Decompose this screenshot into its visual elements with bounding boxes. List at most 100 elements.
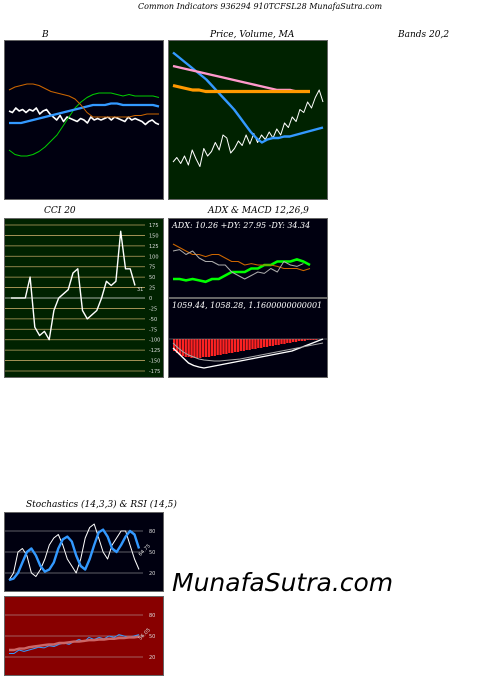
- macd-histogram-bar: [254, 339, 257, 349]
- macd-histogram-bar: [294, 339, 298, 342]
- macd-histogram-bar: [280, 339, 283, 344]
- cci-tick-label: 125: [149, 244, 159, 250]
- macd-panel: 1059.44, 1058.28, 1.1600000000001: [168, 298, 328, 378]
- adx-label: ADX & MACD 12,26,9: [208, 206, 309, 216]
- macd-histogram-bar: [213, 339, 216, 356]
- macd-histogram-bar: [187, 339, 190, 357]
- cci-series-0-line: [11, 230, 136, 341]
- bollinger-series-3-line: [8, 83, 159, 118]
- macd-histogram-bar: [204, 339, 208, 357]
- macd-histogram-bar: [193, 339, 196, 358]
- cci-tick-label: 50: [149, 275, 155, 281]
- macd-histogram-bar: [268, 339, 272, 346]
- cci-tick-label: -75: [149, 327, 157, 333]
- chart-header-title: Common Indicators 936294 910TCFSL28 Muna…: [138, 2, 383, 11]
- macd-histogram-bar: [297, 339, 301, 341]
- cci-tick-label: -150: [149, 359, 160, 365]
- macd-histogram-bar: [178, 339, 182, 355]
- cci-tick-label: 150: [149, 233, 159, 239]
- macd-histogram-bar: [242, 339, 245, 351]
- price-series-0-line: [172, 89, 324, 167]
- macd-histogram-bar: [236, 339, 240, 352]
- macd-histogram-bar: [286, 339, 289, 343]
- macd-histogram-bar: [277, 339, 280, 345]
- macd-histogram-bar: [312, 339, 315, 340]
- cci-tick-label: 75: [149, 265, 155, 271]
- macd-histogram-bar: [184, 339, 187, 357]
- stochastics-series-0-line: [8, 523, 140, 581]
- macd-histogram-bar: [248, 339, 251, 350]
- adx-series-2-line: [172, 249, 304, 280]
- price-series-3-line: [172, 83, 310, 94]
- stochastics-panel: 80 50 20 64.75: [4, 512, 164, 592]
- macd-histogram-bar: [210, 339, 214, 356]
- macd-histogram-bar: [239, 339, 243, 351]
- adx-readout: ADX: 10.26 +DY: 27.95 -DY: 34.34: [171, 221, 310, 230]
- cci-tick-label: 25: [149, 286, 155, 292]
- cci-tick-label: 100: [149, 254, 159, 260]
- adx-panel: ADX: 10.26 +DY: 27.95 -DY: 34.34: [168, 218, 328, 298]
- macd-histogram-bar: [257, 339, 260, 348]
- bollinger-series-0-line: [8, 107, 160, 126]
- macd-series-0-line: [172, 338, 324, 369]
- rsi-tick-label: 50: [149, 634, 155, 640]
- macd-histogram-bar: [289, 339, 292, 343]
- cci-tick-label: 0: [149, 296, 152, 302]
- watermark: MunafaSutra.com: [172, 568, 394, 597]
- bollinger-panel: [4, 40, 164, 200]
- bollinger-series-2-line: [9, 102, 160, 125]
- price-panel: [168, 40, 328, 200]
- macd-readout: 1059.44, 1058.28, 1.1600000000001: [172, 301, 322, 310]
- rsi-tick-label: 80: [149, 613, 155, 619]
- macd-histogram-bar: [251, 339, 254, 349]
- macd-histogram-bar: [262, 339, 266, 347]
- cci-tick-label: -50: [149, 317, 157, 323]
- macd-histogram-bar: [265, 339, 269, 347]
- price-series-2-line: [172, 64, 310, 93]
- macd-histogram-bar: [315, 339, 318, 340]
- macd-histogram-bar: [216, 339, 219, 355]
- adx-series-0-line: [173, 258, 311, 284]
- cci-panel: 175 150 125 100 75 50 25 0 -25 -50 -75 -100 -125 -150…: [4, 218, 164, 378]
- cci-chart: 175 150 125 100 75 50 25 0 -25 -50 -75 -100 -125 -150…: [5, 223, 160, 375]
- cci-label: CCI 20: [44, 206, 76, 216]
- stochastics-tick-label: 80: [149, 529, 155, 535]
- macd-histogram-bar: [202, 339, 205, 357]
- bollinger-chart: [8, 83, 160, 157]
- macd-histogram-bar: [233, 339, 237, 352]
- price-chart: [172, 51, 324, 167]
- bb-label: B: [42, 30, 49, 40]
- macd-histogram-bar: [222, 339, 225, 354]
- macd-histogram-bar: [260, 339, 263, 348]
- macd-histogram-bar: [207, 339, 211, 357]
- macd-histogram-bar: [300, 339, 303, 341]
- bollinger-series-1-line: [8, 92, 160, 157]
- stoch-label: Stochastics (14,3,3) & RSI (14,5): [26, 500, 177, 510]
- cci-tick-label: -175: [149, 369, 160, 375]
- macd-histogram-bar: [225, 339, 228, 354]
- cci-tick-label: -25: [149, 306, 157, 312]
- cci-tick-label: 175: [149, 223, 159, 229]
- macd-histogram-bar: [196, 339, 199, 358]
- stochastics-tick-label: 50: [149, 550, 155, 556]
- macd-histogram-bar: [181, 339, 185, 356]
- macd-histogram-bar: [306, 339, 309, 340]
- macd-histogram-bar: [309, 339, 312, 340]
- rsi-series-1-line: [9, 635, 140, 652]
- macd-chart: 1059.44, 1058.28, 1.1600000000001: [169, 301, 327, 369]
- cci-last-value: 31: [137, 287, 143, 293]
- cci-tick-label: -125: [149, 348, 160, 354]
- bands-label: Bands 20,2: [398, 30, 450, 40]
- macd-histogram-bar: [245, 339, 248, 350]
- macd-series-1-line: [172, 342, 324, 362]
- macd-histogram-bar: [219, 339, 222, 355]
- cci-tick-label: -100: [149, 338, 160, 344]
- macd-histogram-bar: [231, 339, 234, 353]
- macd-histogram-bar: [283, 339, 286, 344]
- macd-histogram-bar: [303, 339, 306, 341]
- macd-histogram-bar: [173, 339, 176, 351]
- adx-series-1-line: [172, 243, 311, 272]
- macd-histogram-bar: [271, 339, 274, 346]
- price-series-1-line: [172, 51, 324, 144]
